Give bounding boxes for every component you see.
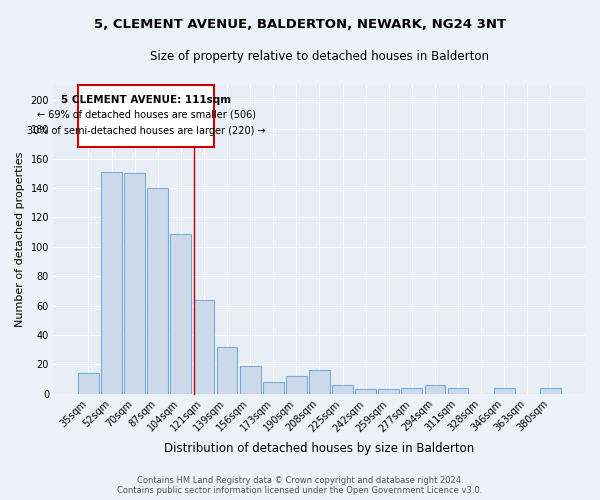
Y-axis label: Number of detached properties: Number of detached properties: [15, 152, 25, 327]
Text: 5, CLEMENT AVENUE, BALDERTON, NEWARK, NG24 3NT: 5, CLEMENT AVENUE, BALDERTON, NEWARK, NG…: [94, 18, 506, 30]
Text: Contains HM Land Registry data © Crown copyright and database right 2024.
Contai: Contains HM Land Registry data © Crown c…: [118, 476, 482, 495]
Text: ← 69% of detached houses are smaller (506): ← 69% of detached houses are smaller (50…: [37, 110, 256, 120]
Text: 5 CLEMENT AVENUE: 111sqm: 5 CLEMENT AVENUE: 111sqm: [61, 94, 231, 104]
Bar: [124, 173, 145, 394]
Text: 30% of semi-detached houses are larger (220) →: 30% of semi-detached houses are larger (…: [27, 126, 266, 136]
Bar: [78, 373, 99, 394]
Bar: [540, 388, 561, 394]
Bar: [217, 346, 238, 394]
Bar: [425, 385, 445, 394]
Bar: [240, 366, 260, 394]
Bar: [78, 85, 214, 147]
Bar: [101, 172, 122, 394]
Bar: [355, 390, 376, 394]
Bar: [448, 388, 469, 394]
Bar: [494, 388, 515, 394]
Bar: [379, 390, 399, 394]
Bar: [332, 385, 353, 394]
Bar: [170, 234, 191, 394]
Bar: [309, 370, 330, 394]
Bar: [401, 388, 422, 394]
Title: Size of property relative to detached houses in Balderton: Size of property relative to detached ho…: [150, 50, 489, 63]
X-axis label: Distribution of detached houses by size in Balderton: Distribution of detached houses by size …: [164, 442, 475, 455]
Bar: [148, 188, 168, 394]
Bar: [263, 382, 284, 394]
Bar: [194, 300, 214, 394]
Bar: [286, 376, 307, 394]
